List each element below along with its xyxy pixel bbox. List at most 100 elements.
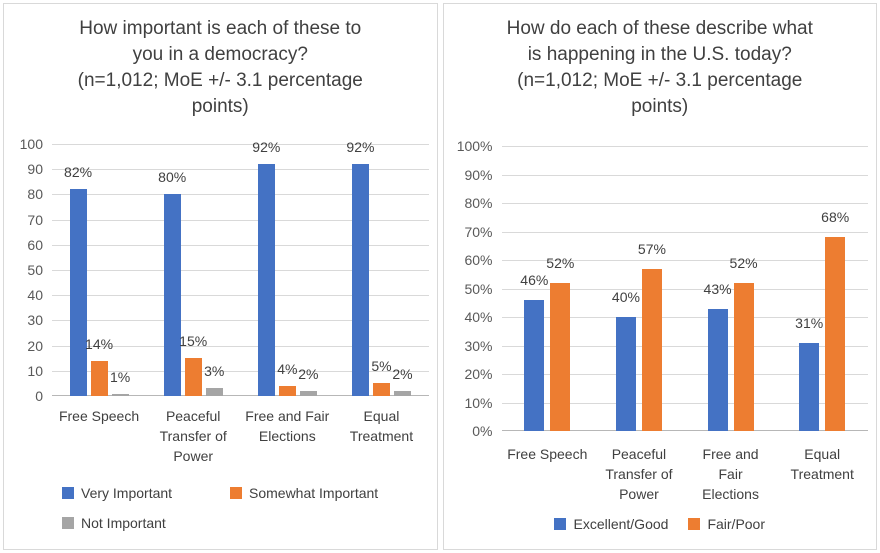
- gridline: [501, 260, 868, 261]
- bar-column: 31%: [795, 315, 823, 431]
- x-axis-labels: Free Speech Peaceful Transfer of Power Free …: [502, 444, 869, 504]
- bar: [550, 282, 571, 431]
- gridline: [501, 288, 868, 290]
- gridline: [501, 374, 868, 375]
- y-axis: 100 90 80 70 60 50 40 30 20 10 0: [4, 136, 52, 404]
- bar-column: 80%: [158, 169, 186, 396]
- bar-column: 40%: [612, 289, 640, 431]
- legend-color-swatch: [554, 518, 567, 530]
- x-category-label: Free Speech: [52, 406, 146, 466]
- legend-item: Fair/Poor: [688, 515, 765, 533]
- bar-column: 3%: [204, 363, 225, 396]
- x-category-label-line: Free and: [702, 446, 759, 462]
- bar-column: 52%: [730, 255, 758, 431]
- x-axis-labels: Free Speech Peaceful Transfer of Power Free …: [52, 406, 429, 466]
- chart-panel-importance-in-democracy: How important is each of these to you in …: [3, 3, 438, 550]
- bar-data-label: 1%: [109, 368, 131, 385]
- bar: [69, 189, 87, 396]
- legend-label: Excellent/Good: [573, 516, 669, 532]
- x-category-label: Free and Fair Elections: [240, 406, 334, 466]
- bar-data-label: 92%: [346, 139, 375, 156]
- bar-data-label: 82%: [64, 164, 93, 181]
- gridline: [501, 231, 868, 233]
- legend-item: Somewhat Important: [230, 484, 398, 502]
- bar: [351, 164, 369, 396]
- legend-item: Very Important: [62, 484, 230, 502]
- bar-data-label: 2%: [392, 366, 413, 382]
- gridline: [52, 194, 429, 196]
- chart-title: How do each of these describe what is hap…: [444, 16, 877, 120]
- chart-title-line: How do each of these describe what: [506, 18, 813, 39]
- bar-groups: 82% 14% 1% 80% 15% 3% 92% 4% 2% 92% 5% 2%: [52, 139, 429, 396]
- bar-column: 92%: [346, 139, 374, 396]
- bar: [299, 391, 317, 396]
- bar-column: 92%: [252, 139, 280, 396]
- x-category-label-line: Free and Fair: [245, 408, 330, 424]
- gridline: [52, 219, 429, 221]
- y-axis-tick-label: 0: [35, 388, 43, 404]
- legend-item: Excellent/Good: [554, 515, 668, 533]
- gridline: [52, 320, 429, 322]
- x-category-label-line: Transfer of: [159, 428, 227, 444]
- bar-column: 57%: [638, 241, 666, 431]
- bar-group: 31% 68%: [776, 146, 868, 431]
- y-axis-tick-label: 70: [27, 211, 43, 228]
- bar-data-label: 31%: [795, 314, 824, 331]
- y-axis-tick-label: 100%: [456, 138, 493, 154]
- bar: [733, 282, 754, 431]
- legend-color-swatch: [230, 487, 242, 499]
- chart-title: How important is each of these to you in …: [4, 16, 437, 120]
- chart-title-line: is happening in the U.S. today?: [527, 44, 792, 65]
- bar-data-label: 52%: [729, 254, 758, 271]
- bar: [707, 308, 728, 431]
- bar: [372, 383, 390, 396]
- bar-data-label: 2%: [298, 366, 319, 382]
- y-axis-tick-label: 80: [27, 186, 43, 203]
- x-category-label-line: Transfer of: [605, 466, 673, 482]
- bar-data-label: 68%: [821, 209, 850, 226]
- x-axis-line: [52, 395, 429, 396]
- gridline: [52, 169, 429, 171]
- bar: [278, 385, 296, 396]
- bar-group: 46% 52%: [502, 146, 594, 431]
- x-category-label: Equal Treatment: [334, 406, 428, 466]
- bar-data-label: 15%: [179, 333, 208, 350]
- bar: [184, 358, 202, 396]
- y-axis-tick-label: 40%: [464, 309, 493, 325]
- x-category-label: Equal Treatment: [776, 444, 868, 504]
- legend-color-swatch: [62, 517, 74, 529]
- x-category-label-line: Peaceful: [611, 446, 667, 462]
- gridline: [52, 345, 429, 347]
- bar-column: 43%: [704, 281, 732, 431]
- plot-area: 46% 52% 40% 57% 43% 52% 31% 68%: [501, 146, 869, 431]
- gridline: [501, 146, 868, 147]
- bar-data-label: 4%: [277, 360, 298, 377]
- bar-data-label: 40%: [611, 289, 640, 305]
- x-category-label: Free Speech: [502, 444, 594, 504]
- bar: [111, 393, 129, 396]
- bar-data-label: 52%: [546, 254, 575, 271]
- bar-column: 2%: [392, 366, 413, 396]
- x-category-label-line: Elections: [702, 486, 759, 502]
- bar-group: 92% 5% 2%: [334, 139, 428, 396]
- legend: Very Important Somewhat Important Not Impo…: [62, 484, 437, 532]
- y-axis-tick-label: 0%: [472, 423, 493, 439]
- x-category-label-line: Treatment: [790, 466, 854, 482]
- plot-area: 82% 14% 1% 80% 15% 3% 92% 4% 2% 92% 5% 2%: [52, 139, 429, 396]
- gridline: [501, 345, 868, 347]
- bar-group: 92% 4% 2%: [240, 139, 334, 396]
- y-axis-tick-label: 10%: [464, 394, 493, 411]
- bar-data-label: 3%: [204, 363, 225, 380]
- bar-data-label: 14%: [85, 335, 114, 352]
- chart-title-line: (n=1,012; MoE +/- 3.1 percentage: [517, 70, 803, 91]
- bar-groups: 46% 52% 40% 57% 43% 52% 31% 68%: [502, 146, 869, 431]
- x-axis-line: [501, 430, 868, 431]
- x-category-label-line: Peaceful: [165, 408, 221, 424]
- chart-title-line: How important is each of these to: [79, 18, 362, 39]
- bar-data-label: 5%: [371, 358, 392, 375]
- gridline: [52, 270, 429, 271]
- x-category-label-line: Treatment: [349, 428, 414, 444]
- bar-column: 5%: [371, 358, 392, 396]
- bar-column: 1%: [109, 368, 131, 396]
